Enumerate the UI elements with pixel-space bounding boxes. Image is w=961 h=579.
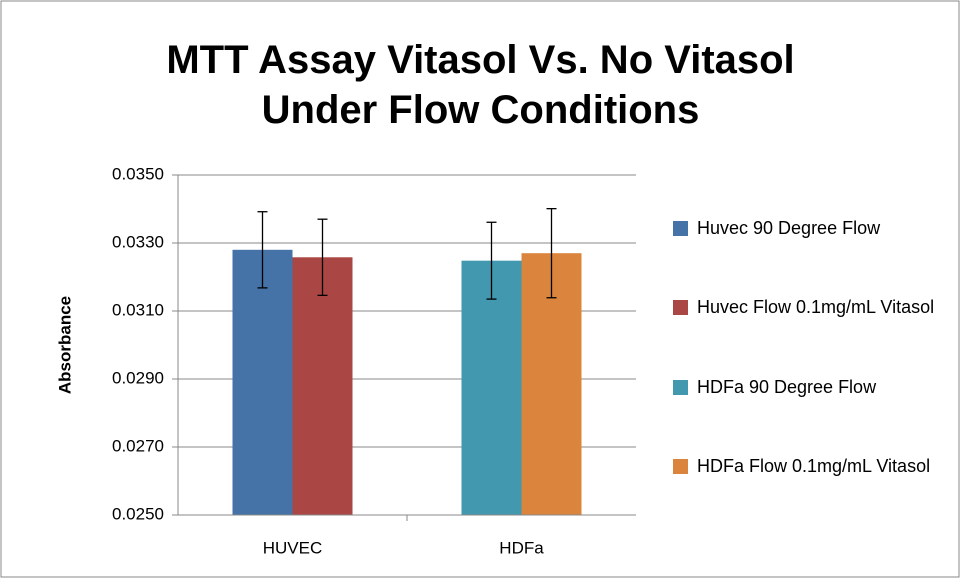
legend-item: HDFa 90 Degree Flow: [673, 374, 961, 400]
y-tick-label: 0.0350: [112, 164, 164, 183]
x-tick-label: HDFa: [499, 538, 544, 557]
y-tick-label: 0.0310: [112, 300, 164, 319]
legend-label: Huvec Flow 0.1mg/mL Vitasol: [697, 297, 935, 317]
legend-swatch: [673, 380, 688, 395]
y-axis-label: Absorbance: [55, 296, 74, 394]
legend-swatch: [673, 300, 688, 315]
chart-title: Under Flow Conditions: [261, 88, 700, 132]
legend-label: HDFa Flow 0.1mg/mL Vitasol: [697, 456, 931, 476]
legend-label: Huvec 90 Degree Flow: [697, 218, 881, 238]
x-tick-label: HUVEC: [263, 538, 323, 557]
legend-swatch: [673, 221, 688, 236]
bar: [232, 249, 293, 516]
legend-item: Huvec Flow 0.1mg/mL Vitasol: [673, 294, 961, 320]
legend-item: HDFa Flow 0.1mg/mL Vitasol: [673, 453, 961, 479]
legend-label: HDFa 90 Degree Flow: [697, 377, 877, 397]
y-tick-label: 0.0330: [112, 232, 164, 251]
y-tick-label: 0.0250: [112, 504, 164, 523]
bar: [461, 260, 522, 515]
y-tick-label: 0.0290: [112, 368, 164, 387]
legend-swatch: [673, 459, 688, 474]
legend-item: Huvec 90 Degree Flow: [673, 215, 961, 241]
chart-title: MTT Assay Vitasol Vs. No Vitasol: [166, 38, 795, 82]
bar: [292, 257, 353, 515]
y-tick-label: 0.0270: [112, 436, 164, 455]
